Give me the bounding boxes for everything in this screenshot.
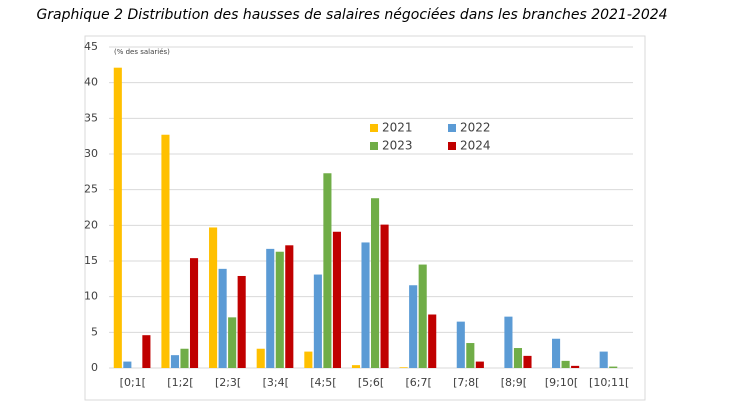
bar	[513, 348, 523, 368]
x-tick-label: [8;9[	[501, 376, 527, 389]
x-tick-label: [5;6[	[358, 376, 384, 389]
bar	[456, 321, 465, 368]
bar	[237, 275, 246, 368]
bar	[399, 367, 408, 368]
x-tick-label: [10;11[	[589, 376, 629, 389]
y-tick-label: 45	[84, 40, 98, 53]
y-tick-label: 20	[84, 218, 98, 231]
bar	[418, 264, 427, 368]
chart-title: Graphique 2 Distribution des hausses de …	[36, 7, 667, 23]
bar	[313, 274, 322, 368]
bar	[475, 361, 484, 368]
bar	[599, 351, 608, 368]
legend-swatch	[370, 124, 378, 132]
bar	[161, 134, 170, 368]
x-tick-label: [9;10[	[545, 376, 578, 389]
y-tick-label: 5	[91, 325, 98, 338]
y-tick-label: 35	[84, 111, 98, 124]
bar	[332, 231, 341, 368]
bar	[142, 335, 151, 368]
bar	[552, 338, 561, 368]
bar	[285, 245, 294, 368]
y-tick-label: 10	[84, 290, 98, 303]
y-tick-label: 40	[84, 76, 98, 89]
bar	[504, 316, 513, 368]
bar	[123, 361, 132, 368]
bar	[275, 251, 284, 368]
bar	[266, 248, 275, 368]
bar	[561, 360, 570, 368]
y-tick-label: 15	[84, 254, 98, 267]
bar	[170, 355, 180, 368]
bar	[371, 198, 380, 368]
x-tick-label: [3;4[	[263, 376, 289, 389]
x-tick-label: [1;2[	[167, 376, 193, 389]
legend-label: 2024	[460, 139, 491, 153]
y-tick-label: 30	[84, 147, 98, 160]
bar	[209, 227, 218, 368]
bar	[228, 317, 237, 368]
y-axis-label: (% des salariés)	[114, 48, 170, 56]
legend-swatch	[448, 142, 456, 150]
bar	[323, 173, 332, 368]
bar	[218, 268, 227, 368]
legend-label: 2023	[382, 139, 413, 153]
legend-swatch	[370, 142, 378, 150]
x-tick-label: [6;7[	[405, 376, 431, 389]
bar	[466, 343, 475, 368]
bar	[351, 365, 361, 368]
bar	[361, 242, 370, 368]
x-tick-label: [7;8[	[453, 376, 479, 389]
legend-label: 2022	[460, 121, 491, 135]
bar	[380, 224, 389, 368]
bar	[189, 258, 199, 368]
y-tick-label: 25	[84, 183, 98, 196]
legend-swatch	[448, 124, 456, 132]
bar	[304, 351, 313, 368]
x-tick-label: [2;3[	[215, 376, 241, 389]
y-tick-label: 0	[91, 361, 98, 374]
bar	[609, 366, 618, 368]
bar	[256, 348, 265, 368]
bar	[180, 348, 189, 368]
bar	[428, 314, 437, 368]
chart-frame	[84, 35, 646, 401]
bar	[571, 365, 580, 368]
bar	[113, 67, 122, 368]
legend-label: 2021	[382, 121, 413, 135]
x-tick-label: [0;1[	[120, 376, 146, 389]
bar	[523, 355, 532, 368]
bar	[409, 285, 418, 368]
x-tick-label: [4;5[	[310, 376, 336, 389]
